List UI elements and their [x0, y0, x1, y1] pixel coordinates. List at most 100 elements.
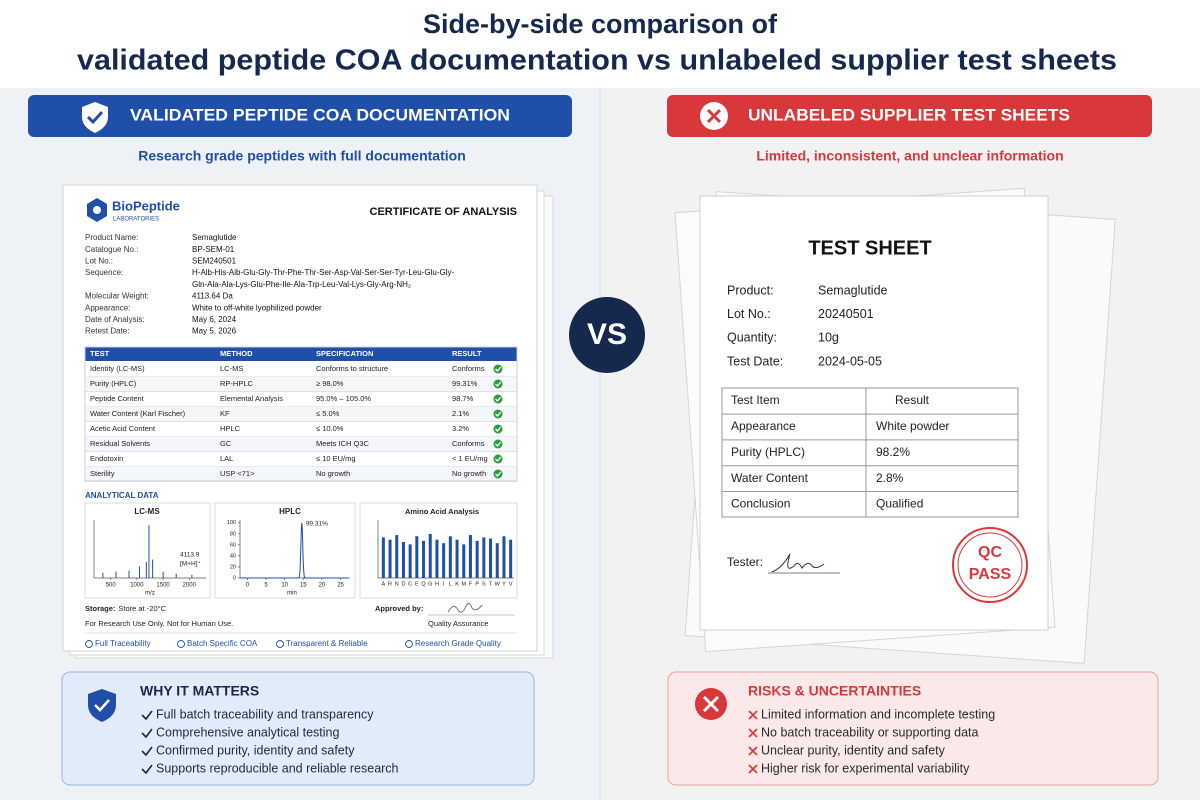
field-value: Gln-Ala-Ala-Lys-Glu-Phe-Ile-Ala-Trp-Leu-…	[192, 280, 411, 289]
left-banner	[28, 95, 572, 137]
risks-title: RISKS & UNCERTAINTIES	[748, 683, 921, 699]
x-tick-label: M	[461, 581, 466, 587]
stamp-outer	[952, 527, 1028, 603]
table-cell: LAL	[220, 454, 233, 463]
footer-icon	[177, 640, 185, 648]
table-cell: Conforms	[452, 364, 485, 373]
table-cell: GC	[220, 439, 232, 448]
field-value: BP-SEM-01	[192, 245, 235, 254]
check-badge	[493, 454, 503, 464]
table-cell: Acetic Acid Content	[90, 424, 156, 433]
x-tick-label: C	[408, 581, 412, 587]
table-cell: HPLC	[220, 424, 241, 433]
title-line-1: Side-by-side comparison of	[423, 9, 778, 39]
check-mark	[495, 411, 502, 417]
amino-bar	[509, 539, 513, 578]
table-header-cell: METHOD	[220, 349, 253, 358]
brand-sub: LABORATORIES	[113, 217, 159, 223]
title-line-2: validated peptide COA documentation vs u…	[77, 45, 1117, 77]
amino-bar	[408, 544, 412, 578]
why-icon-check	[94, 699, 110, 712]
footer-item: Research Grade Quality	[415, 639, 501, 648]
table-cell: ≤ 10.0%	[316, 424, 344, 433]
amino-bar	[388, 539, 392, 578]
table-cell: 98.2%	[876, 445, 910, 459]
footer-icon	[405, 640, 413, 648]
x-tick-label: L	[449, 581, 452, 587]
check-mark	[495, 366, 502, 372]
table-cell: White powder	[876, 419, 949, 433]
x-tick-label: 1000	[130, 583, 144, 589]
x-tick-label: F	[469, 581, 473, 587]
footer-icon	[85, 640, 93, 648]
chart-title: LC-MS	[134, 507, 160, 516]
table-header-cell: Test Item	[731, 393, 780, 407]
field-label: Catalogue No.:	[85, 245, 138, 254]
field-label: Molecular Weight:	[85, 292, 149, 301]
table-cell: Water Content	[731, 471, 809, 485]
y-tick-label: 80	[230, 531, 236, 537]
why-icon	[88, 689, 116, 722]
table-cell: Qualified	[876, 497, 923, 511]
table-cell: Peptide Content	[90, 394, 145, 403]
field-value: 2024-05-05	[818, 354, 882, 368]
table-header-cell: TEST	[90, 349, 110, 358]
table-cell: 99.31%	[452, 379, 478, 388]
field-value: White to off-white lyophilized powder	[192, 303, 322, 312]
field-label: Product:	[727, 283, 774, 297]
x-tick-label: Y	[502, 581, 506, 587]
left-banner-text: VALIDATED PEPTIDE COA DOCUMENTATION	[130, 105, 510, 124]
notice: For Research Use Only. Not for Human Use…	[85, 619, 233, 628]
stamp-text: PASS	[969, 566, 1012, 583]
x-tick-label: 0	[246, 583, 250, 589]
x-tick-label: K	[455, 581, 459, 587]
brand: BioPeptide	[112, 198, 180, 213]
tester-label: Tester:	[727, 555, 763, 569]
why-box	[61, 671, 535, 786]
y-tick-label: 0	[233, 575, 236, 581]
analytical-title: ANALYTICAL DATA	[85, 491, 159, 500]
x-tick-label: 2000	[183, 583, 197, 589]
y-tick-label: 100	[227, 520, 236, 526]
approver-role: Quality Assurance	[428, 619, 488, 628]
header-background	[0, 0, 1200, 88]
vs-text: VS	[587, 318, 627, 351]
table-cell: ≤ 10 EU/mg	[316, 454, 356, 463]
x-tick-label: 5	[264, 583, 268, 589]
table-row-bg	[85, 436, 517, 452]
check-badge	[493, 394, 503, 404]
y-tick-label: 40	[230, 553, 236, 559]
x-mark	[748, 746, 758, 756]
table-cell: 2.1%	[452, 409, 469, 418]
amino-bar	[401, 542, 405, 578]
stamp-text: QC	[978, 544, 1002, 561]
risk-item: Unclear purity, identity and safety	[761, 743, 946, 757]
chart-title: HPLC	[279, 507, 301, 516]
amino-bar	[482, 537, 486, 578]
chart-panel	[214, 502, 356, 599]
table-cell: Appearance	[731, 419, 796, 433]
table-cell: 95.0% – 105.0%	[316, 394, 371, 403]
table-cell: ≤ 5.0%	[316, 409, 340, 418]
x-tick-label: P	[475, 581, 479, 587]
table-cell: LC-MS	[220, 364, 243, 373]
table-cell: Purity (HPLC)	[731, 445, 805, 459]
x-tick-label: W	[495, 581, 501, 587]
x-tick-label: 10	[281, 583, 288, 589]
x-tick-label: A	[382, 581, 386, 587]
risk-item: Limited information and incomplete testi…	[761, 707, 995, 721]
x-tick-label: D	[401, 581, 405, 587]
field-value: SEM240501	[192, 257, 237, 266]
x-tick-label: R	[388, 581, 392, 587]
check-badge	[493, 364, 503, 374]
sheet-table	[721, 387, 1019, 518]
risks-box	[667, 671, 1159, 786]
amino-bar	[428, 533, 432, 578]
table-cell: < 1 EU/mg	[452, 454, 488, 463]
footer-item: Transparent & Reliable	[286, 639, 368, 648]
check-mark	[495, 381, 502, 387]
field-label: Sequence:	[85, 268, 123, 277]
left-subtitle: Research grade peptides with full docume…	[138, 148, 466, 164]
risk-item: No batch traceability or supporting data	[761, 725, 979, 739]
